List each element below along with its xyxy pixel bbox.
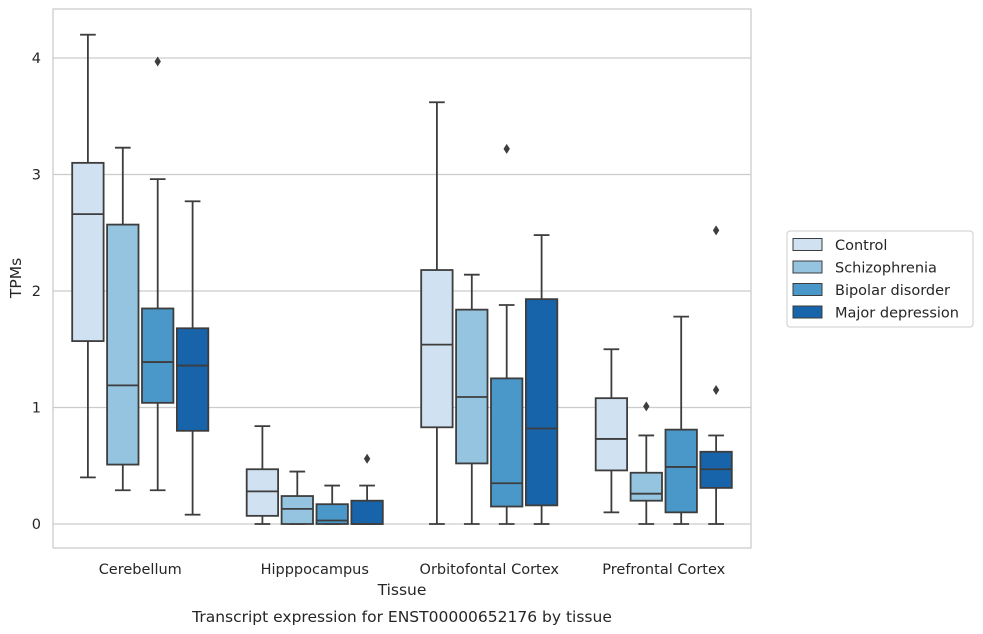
legend-swatch [792, 238, 823, 251]
box-bipolar-disorder [141, 56, 175, 492]
box-iqr [629, 471, 663, 502]
box-iqr [280, 495, 314, 525]
box-iqr [245, 468, 280, 517]
outlier-point [503, 143, 510, 154]
y-tick-label: 0 [32, 517, 41, 533]
box-schizophrenia [455, 273, 489, 525]
box-iqr [524, 298, 559, 507]
legend: Control Schizophrenia Bipolar disorder Majo… [786, 230, 974, 328]
x-axis-label: Tissue [377, 581, 427, 599]
y-tick-label: 4 [32, 51, 41, 67]
y-tick-label: 3 [32, 168, 41, 184]
box-bipolar-disorder [664, 315, 698, 525]
outlier-point [363, 453, 371, 464]
box-iqr [594, 397, 629, 472]
outlier-point [154, 56, 161, 67]
box-control [594, 348, 629, 514]
outlier-point [712, 385, 720, 396]
box-iqr [350, 499, 384, 525]
box-iqr [141, 307, 175, 404]
box-iqr [71, 161, 105, 342]
chart-caption: Transcript expression for ENST0000065217… [191, 608, 612, 626]
box-iqr [175, 327, 210, 432]
box-major-depression [699, 225, 733, 525]
y-axis-label: TPMs [7, 258, 25, 299]
x-tick-label: Orbitofontal Cortex [420, 562, 560, 578]
x-tick-label: Cerebellum [99, 562, 182, 578]
box-schizophrenia [106, 146, 140, 492]
box-major-depression [175, 200, 210, 516]
grid-lines [53, 57, 751, 525]
y-tick-label: 1 [32, 401, 41, 417]
box-schizophrenia [280, 470, 314, 525]
legend-entry-label: Control [835, 238, 887, 254]
box-iqr [315, 503, 349, 525]
legend-frame [786, 230, 974, 328]
box-control [420, 101, 454, 525]
y-axis-ticks: 0 1 2 3 4 [32, 51, 41, 533]
box-schizophrenia [629, 401, 663, 525]
outlier-point [643, 401, 650, 412]
legend-entry-label: Bipolar disorder [835, 283, 950, 299]
outlier-point [712, 225, 720, 236]
plot-area [53, 9, 751, 548]
box-major-depression [524, 234, 559, 525]
x-axis-ticks: Cerebellum Hipppocampus Orbitofontal Corte… [99, 562, 726, 578]
plot-frame [52, 8, 752, 549]
box-control [245, 425, 280, 525]
box-iqr [490, 377, 524, 508]
x-tick-label: Hipppocampus [261, 562, 369, 578]
legend-swatch [792, 260, 823, 274]
legend-entry-label: Major depression [835, 306, 959, 322]
box-major-depression [350, 453, 384, 525]
box-bipolar-disorder [315, 484, 349, 525]
x-tick-label: Prefrontal Cortex [602, 562, 725, 578]
y-tick-label: 2 [32, 284, 41, 300]
box-iqr [106, 223, 140, 466]
legend-entry-label: Schizophrenia [835, 261, 937, 277]
legend-swatch [792, 305, 823, 319]
box-bipolar-disorder [490, 143, 524, 525]
box-control [71, 33, 105, 479]
box-iqr [420, 269, 454, 429]
boxes-layer [71, 33, 733, 525]
legend-swatch [792, 283, 823, 296]
box-iqr [664, 428, 698, 514]
box-iqr [455, 308, 489, 465]
